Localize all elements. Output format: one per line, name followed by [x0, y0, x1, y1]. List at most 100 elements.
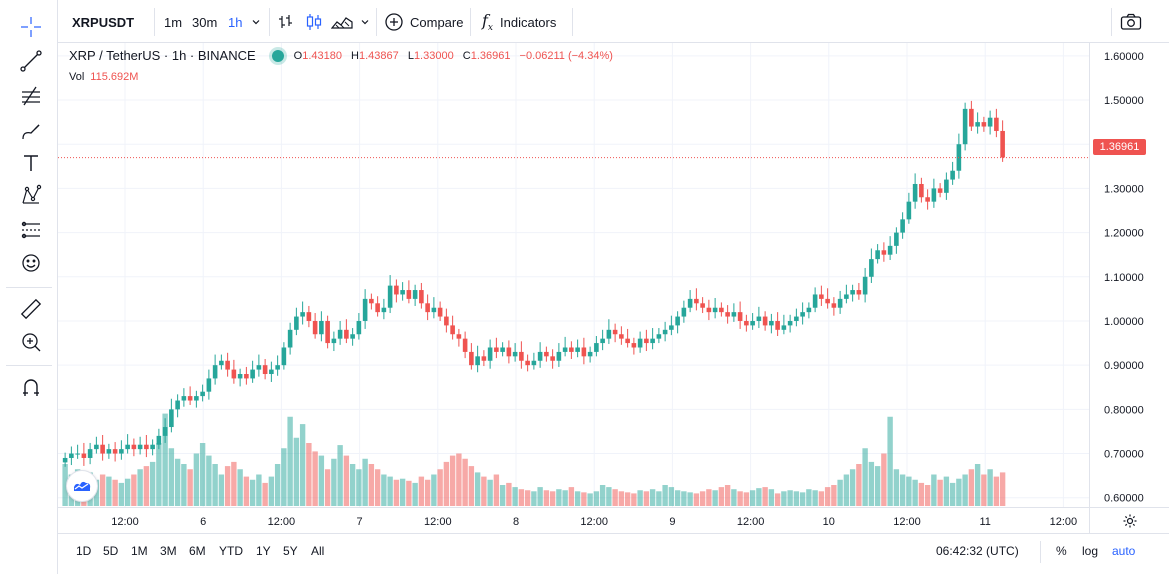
percent-toggle[interactable]: % [1056, 544, 1067, 558]
volume-bar [956, 478, 962, 506]
candle-body [700, 303, 705, 308]
volume-bar [806, 489, 812, 506]
candle-body [712, 307, 718, 313]
volume-bar [568, 487, 575, 506]
tradingview-logo-icon[interactable] [66, 470, 98, 502]
candle-body [431, 307, 437, 313]
candle-body [556, 351, 562, 361]
volume-bar [412, 482, 418, 506]
candle-body [331, 338, 337, 344]
chart-settings-icon[interactable] [1089, 507, 1169, 533]
volume-bar [631, 493, 637, 506]
price-tick-label: 1.10000 [1104, 272, 1144, 284]
fib-tool-icon[interactable] [14, 81, 48, 111]
bars-style-icon[interactable] [277, 8, 295, 36]
range-6m-button[interactable]: 6M [189, 544, 206, 558]
smiley-icon[interactable] [14, 248, 48, 278]
candle-body [506, 347, 512, 357]
interval-30m-button[interactable]: 30m [192, 14, 218, 30]
candle-body [844, 294, 849, 299]
volume-bar [162, 413, 168, 506]
volume-bar [624, 492, 631, 506]
volume-bar [868, 461, 875, 506]
current-price-badge: 1.36961 [1093, 139, 1146, 155]
volume-value: 115.692M [90, 71, 139, 83]
candle-body [94, 444, 99, 450]
series-title[interactable]: XRP / TetherUS · 1h · BINANCE [69, 48, 256, 63]
brush-tool-icon[interactable] [14, 116, 48, 146]
trend-line-tool-icon[interactable] [14, 46, 48, 76]
zoom-in-icon[interactable] [14, 327, 48, 357]
time-tick-label: 11 [979, 516, 990, 528]
symbol-search-button[interactable]: XRPUSDT [72, 14, 135, 30]
candle-body [300, 312, 305, 317]
volume-bar [706, 489, 712, 506]
volume-bar [924, 485, 931, 506]
range-all-button[interactable]: All [311, 544, 325, 558]
chart-type-dropdown-icon[interactable] [360, 8, 370, 36]
toolbar-divider [154, 8, 155, 36]
forecast-tool-icon[interactable] [14, 215, 48, 245]
candle-body [912, 183, 918, 202]
volume-bar [249, 479, 256, 506]
candle-body [569, 347, 574, 352]
interval-1h-button[interactable]: 1h [228, 14, 243, 30]
volume-bar [812, 490, 818, 506]
interval-dropdown-icon[interactable] [251, 8, 261, 36]
volume-bar [587, 493, 593, 506]
range-5d-button[interactable]: 5D [103, 544, 119, 558]
magnet-icon[interactable] [14, 373, 48, 403]
time-tick-label: 12:00 [424, 516, 452, 528]
camera-icon[interactable] [1120, 8, 1142, 36]
text-tool-icon[interactable] [14, 148, 48, 178]
range-1y-button[interactable]: 1Y [256, 544, 271, 558]
range-1m-button[interactable]: 1M [131, 544, 148, 558]
volume-bar [299, 424, 306, 506]
candle-body [394, 285, 399, 295]
candle-body [856, 290, 862, 295]
crosshair-tool-icon[interactable] [14, 12, 48, 42]
volume-bar [643, 491, 650, 506]
range-5y-button[interactable]: 5Y [283, 544, 298, 558]
time-tick-label: 12:00 [1050, 516, 1078, 528]
volume-bar [387, 476, 393, 506]
compare-label: Compare [410, 14, 464, 30]
range-ytd-button[interactable]: YTD [219, 544, 243, 558]
candle-body [875, 250, 880, 260]
candle-body [381, 307, 387, 313]
volume-bar [906, 476, 912, 506]
volume-bar [606, 487, 612, 506]
top-toolbar: XRPUSDT 1m 30m 1h Compare fx Indicators [58, 0, 1169, 43]
candle-body [706, 307, 712, 313]
range-1d-button[interactable]: 1D [76, 544, 92, 558]
volume-bar [693, 493, 700, 506]
volume-label[interactable]: Vol [69, 71, 85, 83]
volume-bar [293, 437, 300, 506]
candle-body [437, 307, 443, 317]
candle-body [637, 338, 643, 348]
time-tick-label: 6 [200, 516, 206, 528]
price-chart-pane[interactable] [58, 43, 1089, 507]
log-toggle[interactable]: log [1082, 544, 1099, 558]
price-tick-label: 0.90000 [1104, 360, 1144, 372]
volume-bar [712, 490, 718, 506]
candle-body [269, 369, 274, 375]
ruler-icon[interactable] [14, 294, 48, 324]
utc-clock[interactable]: 06:42:32 (UTC) [936, 544, 1019, 558]
candle-body [900, 219, 905, 233]
compare-button[interactable]: Compare [384, 8, 463, 36]
volume-bar [143, 466, 150, 506]
time-scale[interactable]: 12:00 6 12:00 7 12:00 8 12:00 9 12:00 10 12:00 11 12… [58, 507, 1089, 533]
indicators-button[interactable]: fx Indicators [482, 8, 556, 36]
auto-scale-toggle[interactable]: auto [1112, 544, 1136, 558]
candle-body [869, 259, 874, 277]
candles-style-icon[interactable] [305, 8, 323, 36]
volume-bar [787, 490, 793, 506]
range-3m-button[interactable]: 3M [160, 544, 177, 558]
area-style-icon[interactable] [331, 8, 353, 36]
pattern-tool-icon[interactable] [14, 180, 48, 210]
price-scale[interactable]: 1.600001.500001.400001.300001.200001.100… [1089, 43, 1169, 507]
interval-1m-button[interactable]: 1m [164, 14, 183, 30]
volume-bar [793, 491, 800, 506]
toolbar-divider [6, 365, 52, 366]
